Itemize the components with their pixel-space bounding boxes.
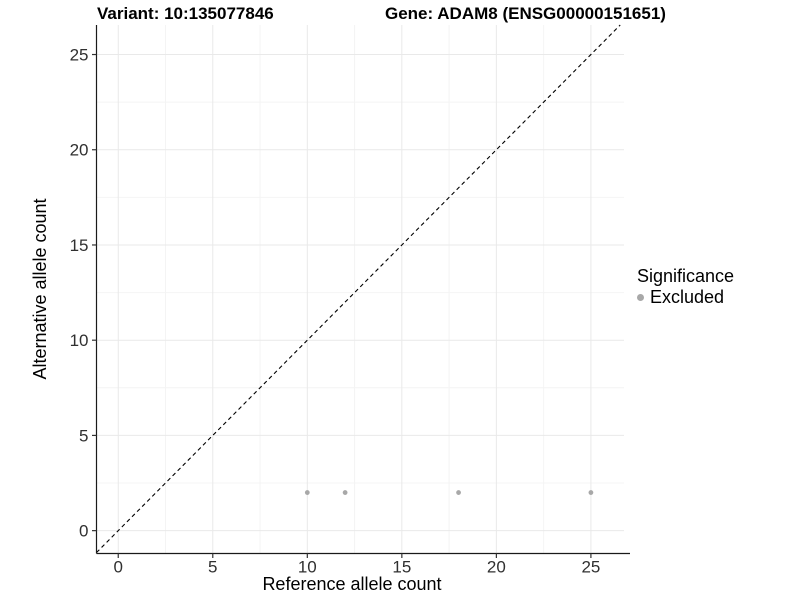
data-point [456,490,461,495]
axis-ticks [92,53,592,558]
data-point [304,490,310,495]
legend-title: Significance [637,266,735,286]
x-axis-title: Reference allele count [262,574,441,594]
y-axis-title: Alternative allele count [30,198,50,379]
x-tick-label: 15 [392,558,411,577]
x-tick-label: 20 [487,558,506,577]
excluded-point-icon [637,294,644,301]
variant-title: Variant: 10:135077846 [97,4,274,23]
data-points [304,490,594,495]
axis-lines [95,25,630,555]
grid-major-lines [96,25,624,554]
y-tick-label: 10 [70,331,89,350]
gene-title: Gene: ADAM8 (ENSG00000151651) [385,4,666,23]
y-tick-label: 15 [70,236,89,255]
identity-reference-line [96,24,621,553]
y-tick-label: 25 [70,46,89,65]
x-tick-label: 10 [298,558,317,577]
legend-item-label: Excluded [650,287,725,307]
legend-item-excluded: Excluded [637,287,734,308]
y-tick-label: 0 [79,522,88,541]
x-tick-label: 5 [208,558,217,577]
grid-minor-lines [96,25,624,554]
y-tick-label: 5 [79,426,88,445]
data-point [588,490,594,495]
tick-labels: 0 5 10 15 20 25 0 5 10 15 20 25 [70,46,601,577]
x-tick-label: 25 [581,558,600,577]
legend: Significance Excluded [637,266,734,308]
data-point [342,490,348,495]
x-tick-label: 0 [114,558,123,577]
y-tick-label: 20 [70,141,89,160]
identity-line [96,24,621,553]
